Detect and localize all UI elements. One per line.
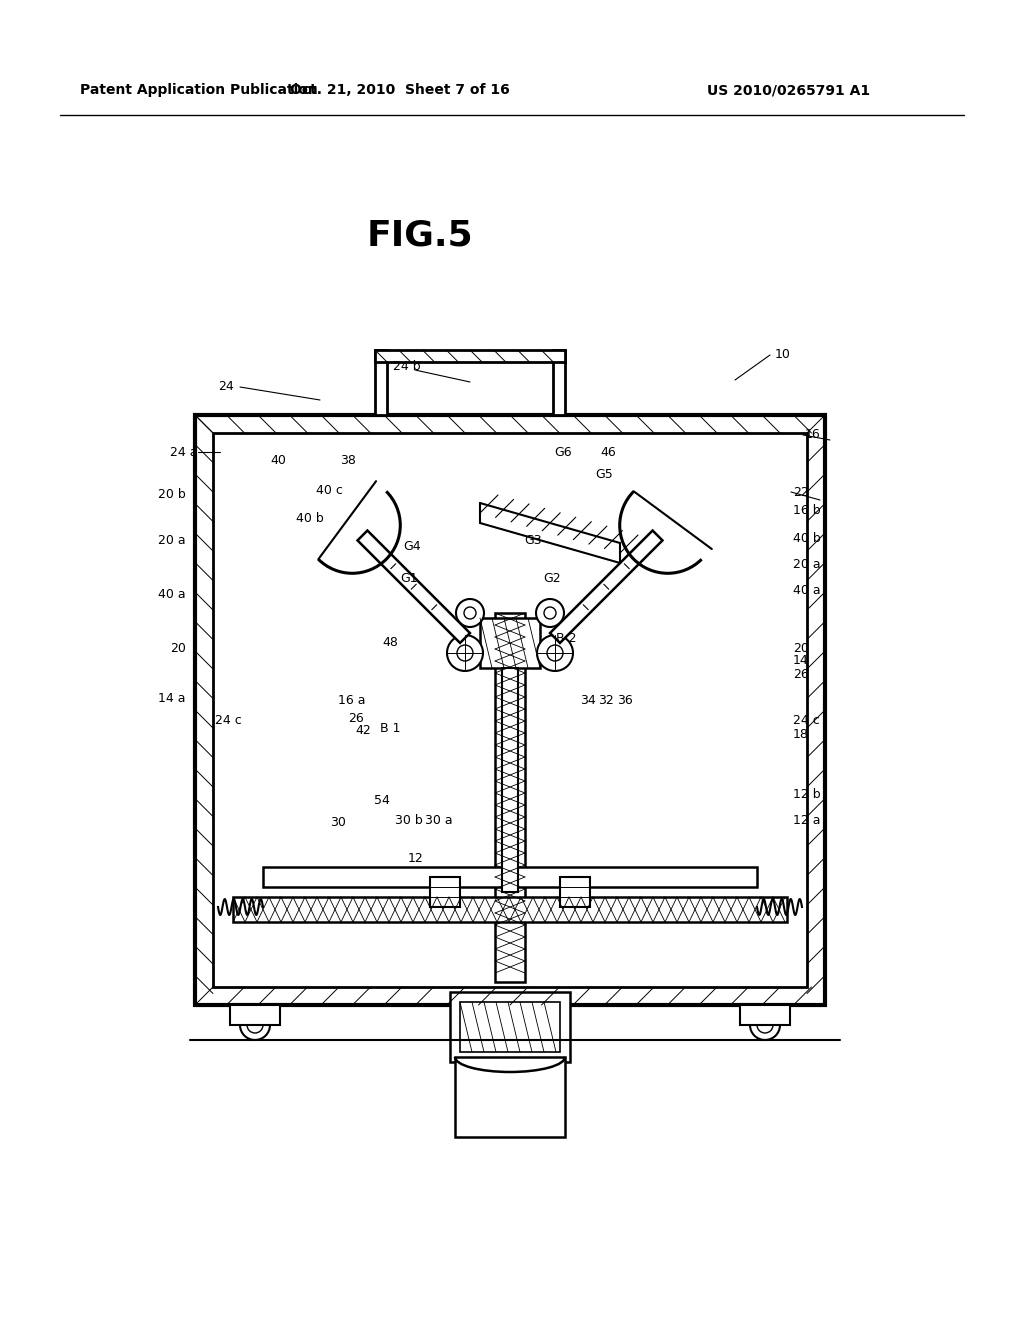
Text: 24 b: 24 b bbox=[393, 359, 421, 372]
Bar bbox=[233, 898, 787, 921]
Circle shape bbox=[240, 1010, 270, 1040]
Bar bbox=[553, 350, 565, 414]
Circle shape bbox=[537, 635, 573, 671]
Text: 40 a: 40 a bbox=[793, 583, 820, 597]
Text: 40 c: 40 c bbox=[316, 483, 343, 496]
Text: 20: 20 bbox=[793, 642, 809, 655]
Text: G6: G6 bbox=[554, 446, 571, 458]
Circle shape bbox=[544, 607, 556, 619]
Text: 40 b: 40 b bbox=[296, 511, 324, 524]
Bar bbox=[263, 867, 757, 887]
Text: G1: G1 bbox=[400, 572, 418, 585]
Text: 16 a: 16 a bbox=[338, 693, 366, 706]
Text: US 2010/0265791 A1: US 2010/0265791 A1 bbox=[707, 83, 870, 96]
Text: 20 b: 20 b bbox=[159, 488, 186, 502]
Text: 36: 36 bbox=[617, 693, 633, 706]
Circle shape bbox=[456, 599, 484, 627]
Bar bbox=[375, 350, 387, 414]
Text: 12: 12 bbox=[408, 851, 424, 865]
Text: 54: 54 bbox=[374, 793, 390, 807]
Text: 34: 34 bbox=[580, 693, 596, 706]
Circle shape bbox=[447, 635, 483, 671]
Circle shape bbox=[757, 1016, 773, 1034]
Circle shape bbox=[536, 599, 564, 627]
Text: 12 b: 12 b bbox=[793, 788, 820, 801]
Text: 20: 20 bbox=[170, 642, 186, 655]
Text: 24 c: 24 c bbox=[215, 714, 242, 726]
Circle shape bbox=[457, 645, 473, 661]
Text: 24 c: 24 c bbox=[793, 714, 820, 726]
Text: 12 a: 12 a bbox=[793, 813, 820, 826]
Circle shape bbox=[547, 645, 563, 661]
Text: 40 b: 40 b bbox=[793, 532, 821, 544]
Text: 20 a: 20 a bbox=[793, 558, 820, 572]
Text: 40 a: 40 a bbox=[159, 589, 186, 602]
Bar bbox=[480, 618, 540, 668]
Text: 48: 48 bbox=[382, 636, 398, 649]
Text: 16 b: 16 b bbox=[793, 503, 820, 516]
Text: 30: 30 bbox=[330, 816, 346, 829]
Bar bbox=[495, 612, 525, 982]
Bar bbox=[450, 993, 570, 1063]
Text: 30 a: 30 a bbox=[425, 813, 453, 826]
Bar bbox=[455, 1057, 565, 1137]
Text: G5: G5 bbox=[595, 469, 612, 482]
Text: 32: 32 bbox=[598, 693, 613, 706]
Polygon shape bbox=[357, 531, 470, 643]
Text: 38: 38 bbox=[340, 454, 356, 466]
Bar bbox=[740, 1005, 790, 1026]
Circle shape bbox=[464, 607, 476, 619]
Text: Patent Application Publication: Patent Application Publication bbox=[80, 83, 317, 96]
Text: G3: G3 bbox=[524, 533, 542, 546]
Text: 24: 24 bbox=[218, 380, 233, 393]
Text: 18: 18 bbox=[793, 729, 809, 742]
Circle shape bbox=[750, 1010, 780, 1040]
Text: Oct. 21, 2010  Sheet 7 of 16: Oct. 21, 2010 Sheet 7 of 16 bbox=[290, 83, 510, 96]
Text: 14 a: 14 a bbox=[159, 692, 186, 705]
Bar bbox=[375, 350, 565, 362]
Text: FIG.5: FIG.5 bbox=[367, 218, 473, 252]
Text: G2: G2 bbox=[543, 572, 560, 585]
Text: 46: 46 bbox=[600, 446, 615, 459]
Bar bbox=[430, 876, 460, 907]
Bar bbox=[230, 1005, 280, 1026]
Text: 20 a: 20 a bbox=[159, 533, 186, 546]
Bar bbox=[560, 876, 590, 907]
Bar bbox=[195, 414, 825, 1005]
Text: 40: 40 bbox=[270, 454, 286, 466]
Text: B 2: B 2 bbox=[556, 631, 577, 644]
Text: 26: 26 bbox=[793, 668, 809, 681]
Bar bbox=[502, 668, 518, 892]
Bar bbox=[460, 1002, 560, 1052]
Text: 26: 26 bbox=[348, 711, 364, 725]
Bar bbox=[213, 433, 807, 987]
Polygon shape bbox=[550, 531, 663, 643]
Text: 22: 22 bbox=[793, 486, 809, 499]
Text: 10: 10 bbox=[775, 348, 791, 362]
Text: 42: 42 bbox=[355, 723, 371, 737]
Text: G4: G4 bbox=[403, 540, 421, 553]
Text: 14: 14 bbox=[793, 653, 809, 667]
Circle shape bbox=[247, 1016, 263, 1034]
Text: 16: 16 bbox=[805, 429, 821, 441]
Text: 24 a: 24 a bbox=[170, 446, 197, 458]
Text: B 1: B 1 bbox=[380, 722, 400, 734]
Text: 30 b: 30 b bbox=[395, 813, 423, 826]
